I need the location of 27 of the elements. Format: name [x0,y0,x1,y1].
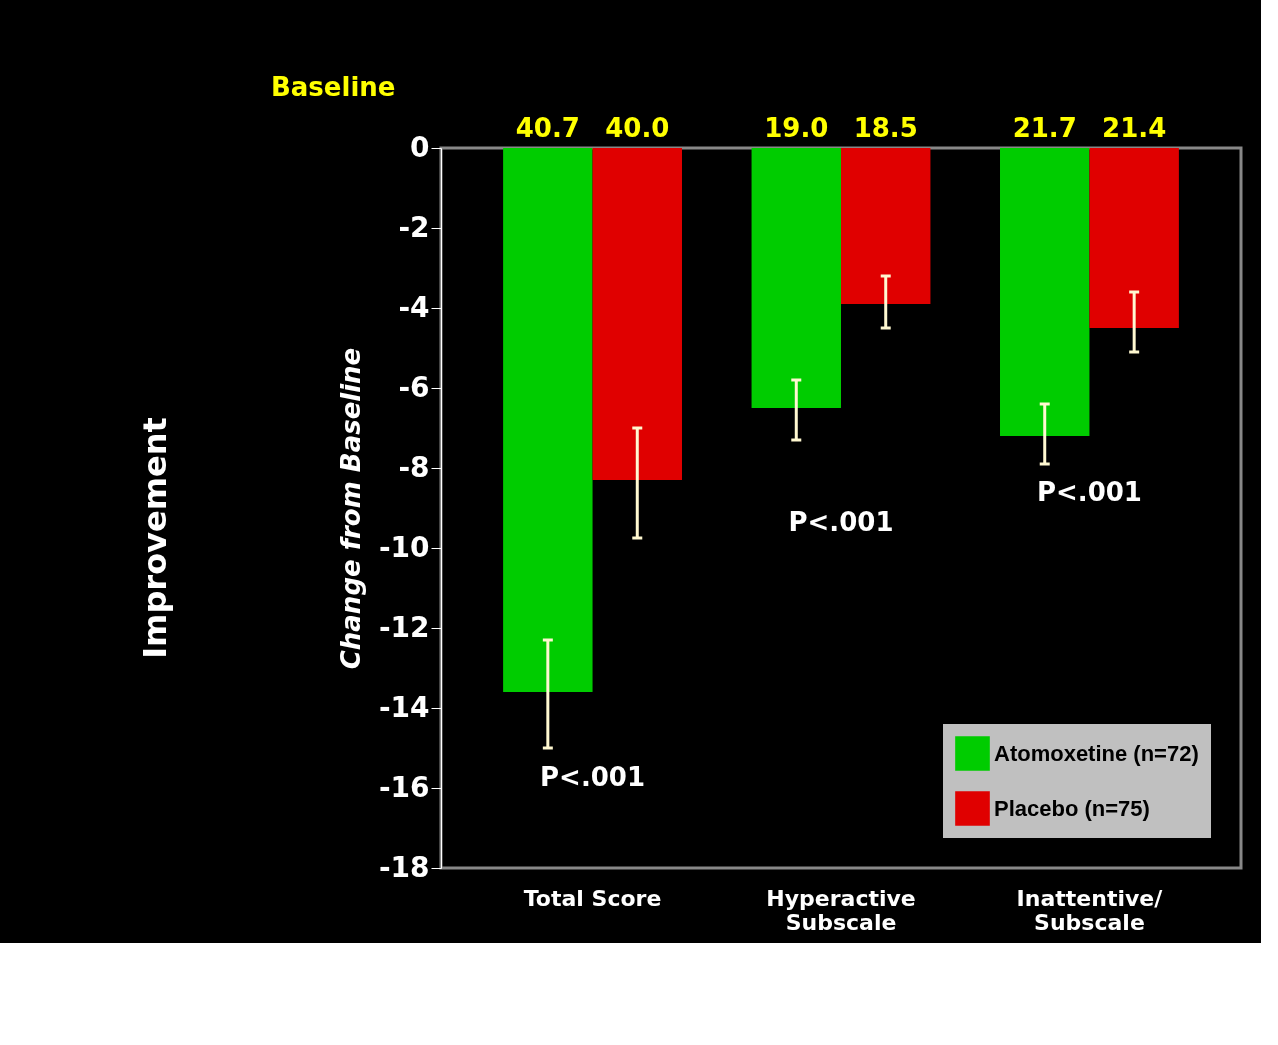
annotation: 21.4 [1102,113,1167,143]
annotation: 40.0 [605,113,670,143]
annotation: 21.7 [1012,113,1077,143]
y-tick-label: -18 [378,850,430,884]
annotation: P<.001 [788,507,894,537]
y-tick-label: -4 [398,290,430,324]
y-tick-label: -8 [398,450,430,484]
text: Baseline [271,72,396,102]
y-tick-label: -14 [378,690,430,724]
y-tick-label: 0 [410,130,430,164]
y-tick-label: -10 [378,530,430,564]
legend-label: Placebo (n=75) [994,795,1150,821]
y-tick-label: -2 [398,210,430,244]
y-axis-title: Change from Baseline [335,347,366,670]
annotation: 18.5 [853,113,918,143]
annotation: P<.001 [540,762,646,792]
x-tick-label: Inattentive/ Subscale [1016,885,1164,935]
text: Improvement [136,417,174,659]
x-tick-label: Total Score [523,885,662,911]
annotation: 19.0 [764,113,829,143]
x-tick-label: Hyperactive Subscale [766,885,916,935]
y-tick-label: -12 [378,610,430,644]
y-tick-label: -16 [378,770,430,804]
y-tick-label: -6 [398,370,430,404]
legend-label: Atomoxetine (n=72) [994,740,1199,766]
annotation: 40.7 [515,113,580,143]
annotation: P<.001 [1036,477,1142,507]
